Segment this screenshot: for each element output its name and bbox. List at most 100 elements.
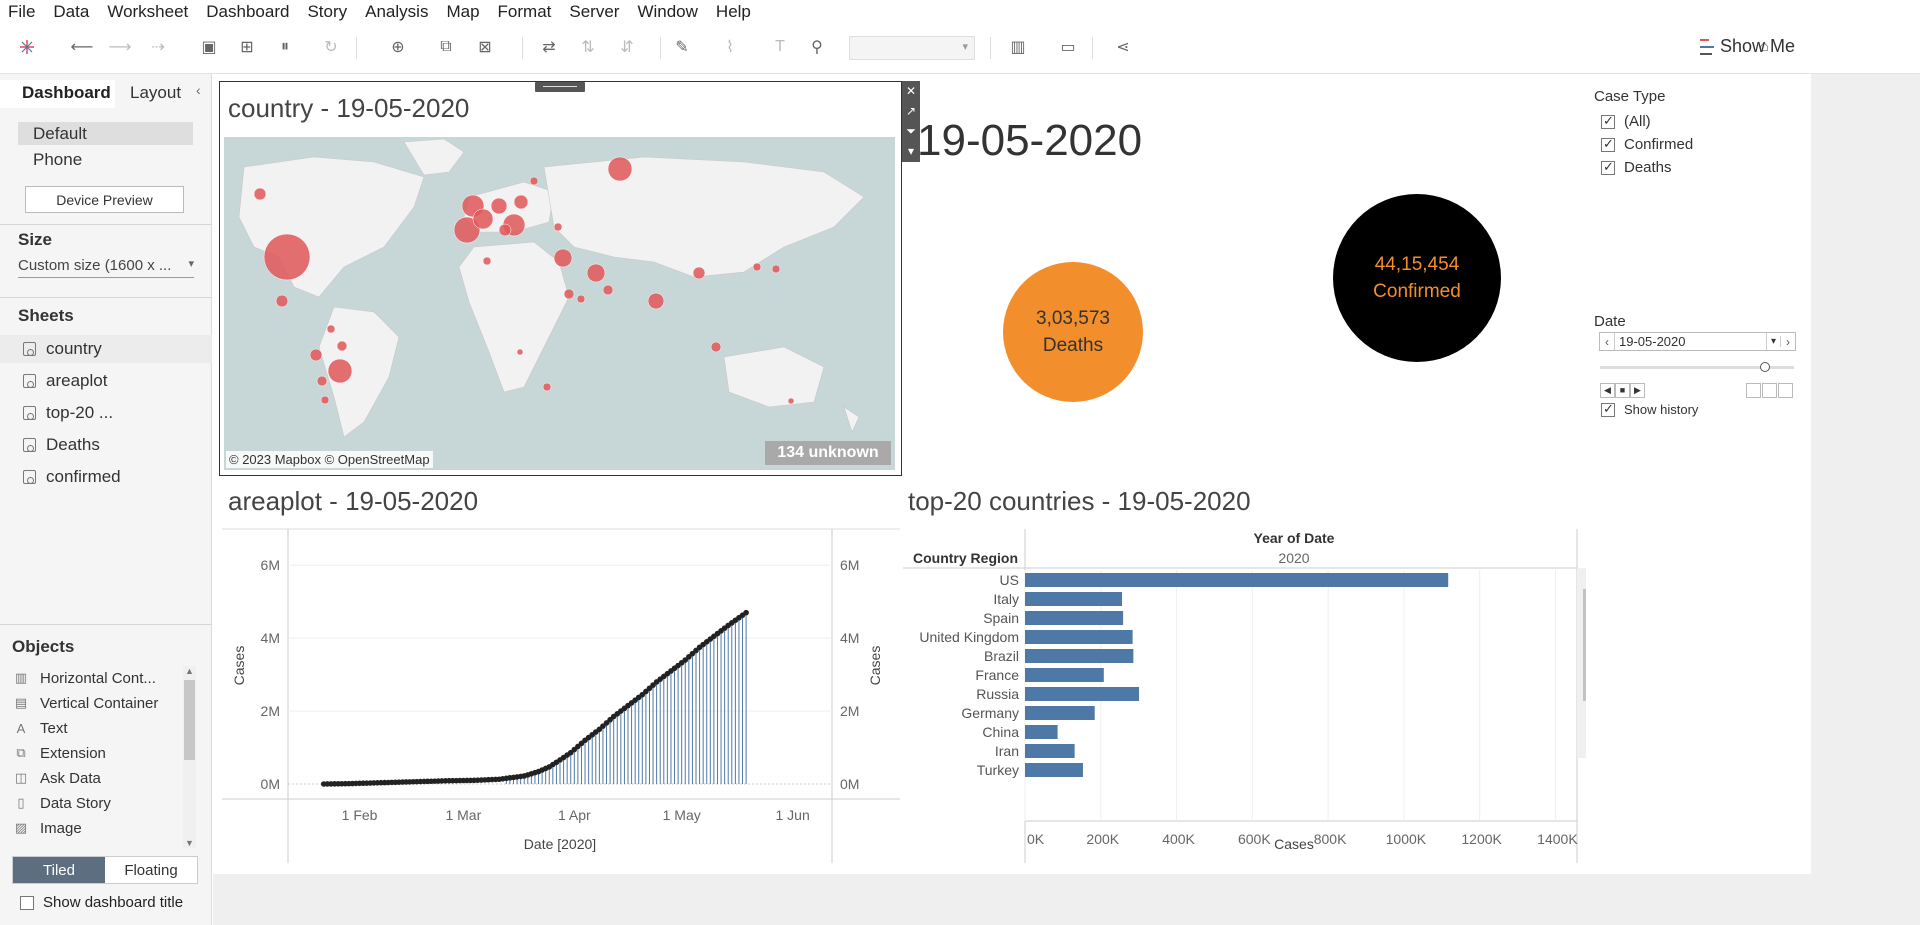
- menu-item-format[interactable]: Format: [497, 1, 552, 21]
- menu-item-worksheet[interactable]: Worksheet: [107, 1, 189, 21]
- device-phone[interactable]: Phone: [33, 150, 83, 169]
- sheet-item-areaplot[interactable]: areaplot: [0, 367, 212, 395]
- object-image[interactable]: ▨ Image: [14, 817, 82, 839]
- sheets-heading: Sheets: [18, 306, 74, 325]
- pause-icon[interactable]: ■: [1615, 383, 1630, 398]
- floating-button[interactable]: Floating: [105, 857, 197, 883]
- duplicate-icon[interactable]: ⧉: [440, 38, 452, 55]
- case-type-filter-title: Case Type: [1594, 88, 1666, 105]
- clear-sheet-icon[interactable]: ⊠: [478, 39, 492, 56]
- tiled-button[interactable]: Tiled: [13, 857, 105, 883]
- collapse-pane-icon[interactable]: ‹: [196, 82, 201, 98]
- menu-item-window[interactable]: Window: [637, 1, 698, 21]
- show-cards-icon[interactable]: ▥: [1010, 39, 1026, 56]
- menu-item-map[interactable]: Map: [446, 1, 480, 21]
- sheet-item-deaths[interactable]: Deaths: [0, 431, 212, 459]
- swap-icon[interactable]: ⇄: [542, 39, 556, 56]
- go-to-sheet-icon[interactable]: ↗: [905, 104, 917, 118]
- africa-shape: [458, 241, 570, 393]
- category-label: Spain: [983, 610, 1019, 626]
- show-dashboard-title-checkbox[interactable]: Show dashboard title: [20, 894, 183, 911]
- show-labels-icon[interactable]: T: [775, 38, 785, 55]
- case-type-deaths-checkbox[interactable]: Deaths: [1601, 159, 1672, 176]
- undo-icon[interactable]: ⟵: [70, 39, 94, 56]
- scroll-down-icon[interactable]: ▼: [185, 838, 194, 848]
- data-point: [650, 682, 656, 688]
- sheet-label: areaplot: [46, 371, 108, 390]
- date-prev-icon[interactable]: ‹: [1605, 334, 1609, 349]
- world-map[interactable]: [224, 137, 895, 470]
- unknown-locations-badge[interactable]: 134 unknown: [765, 441, 891, 465]
- format-painter-icon[interactable]: ⌂: [1759, 38, 1769, 55]
- speed-fast-icon[interactable]: [1778, 383, 1793, 398]
- date-slider-knob[interactable]: [1760, 362, 1770, 372]
- presentation-mode-icon[interactable]: ▭: [1060, 39, 1076, 56]
- device-default[interactable]: Default: [18, 122, 193, 145]
- step-forward-icon[interactable]: ▶: [1630, 383, 1645, 398]
- sheet-item-top20[interactable]: top-20 ...: [0, 399, 212, 427]
- object-vertical-container[interactable]: ▤ Vertical Container: [14, 692, 159, 714]
- pin-icon[interactable]: ⚲: [811, 39, 823, 56]
- scroll-thumb[interactable]: [184, 680, 195, 760]
- show-me-label: Show Me: [1719, 36, 1795, 56]
- menu-item-help[interactable]: Help: [715, 1, 751, 21]
- remove-zone-icon[interactable]: ✕: [905, 84, 917, 98]
- sheet-item-country[interactable]: country: [0, 335, 212, 363]
- zone-move-handle[interactable]: [535, 82, 585, 92]
- date-next-icon[interactable]: ›: [1786, 334, 1790, 349]
- new-datasource-icon[interactable]: ⊞: [240, 39, 254, 56]
- objects-scrollbar[interactable]: ▲ ▼: [183, 666, 196, 848]
- case-type-confirmed-checkbox[interactable]: Confirmed: [1601, 136, 1693, 153]
- object-text[interactable]: A Text: [14, 717, 68, 739]
- menu-item-story[interactable]: Story: [307, 1, 348, 21]
- size-select[interactable]: Custom size (1600 x ...: [18, 257, 194, 278]
- menu-item-analysis[interactable]: Analysis: [365, 1, 429, 21]
- show-history-checkbox[interactable]: Show history: [1601, 401, 1698, 417]
- speed-slow-icon[interactable]: [1746, 383, 1761, 398]
- redo-icon[interactable]: ⟶: [108, 39, 132, 56]
- sort-ascending-icon[interactable]: ⇅: [581, 39, 595, 56]
- data-point: [646, 685, 653, 692]
- share-icon[interactable]: ⋖: [1116, 39, 1130, 56]
- object-data-story[interactable]: ▯ Data Story: [14, 792, 110, 814]
- pause-updates-icon[interactable]: ⏸: [280, 38, 289, 55]
- object-horizontal-container[interactable]: ▥ Horizontal Cont...: [14, 667, 156, 689]
- refresh-icon[interactable]: ↻: [324, 39, 338, 56]
- menu-item-data[interactable]: Data: [53, 1, 90, 21]
- object-ask-data[interactable]: ◫ Ask Data: [14, 767, 101, 789]
- speed-medium-icon[interactable]: [1762, 383, 1777, 398]
- new-worksheet-icon[interactable]: ⊕: [391, 39, 405, 56]
- deaths-bubble[interactable]: 3,03,573 Deaths: [1003, 262, 1143, 402]
- tableau-logo-icon[interactable]: [14, 34, 40, 60]
- top20-bar-chart[interactable]: Year of Date 2020 Country Region 0K 200K 400K…: [903, 527, 1586, 863]
- sort-descending-icon[interactable]: ⇵: [620, 39, 634, 56]
- more-options-icon[interactable]: ▾: [907, 144, 915, 158]
- deaths-label: Deaths: [1042, 335, 1104, 356]
- date-dropdown-icon[interactable]: ▾: [1767, 336, 1781, 347]
- case-type-all-checkbox[interactable]: (All): [1601, 113, 1651, 130]
- replay-icon[interactable]: ⇢: [151, 39, 165, 56]
- highlight-icon[interactable]: ✎: [675, 39, 689, 56]
- date-slider[interactable]: [1600, 362, 1794, 372]
- tiled-floating-toggle: Tiled Floating: [12, 856, 198, 884]
- menu-item-dashboard[interactable]: Dashboard: [206, 1, 290, 21]
- menu-item-file[interactable]: File: [8, 1, 36, 21]
- object-extension[interactable]: ⧉ Extension: [14, 742, 106, 764]
- tab-layout[interactable]: Layout: [130, 83, 182, 102]
- column-header: Year of Date: [1254, 530, 1335, 546]
- confirmed-bubble[interactable]: 44,15,454 Confirmed: [1333, 194, 1501, 362]
- sheet-item-confirmed[interactable]: confirmed: [0, 463, 212, 491]
- areaplot-chart[interactable]: 0M 0M 2M 2M 4M 4M 6M 6M 1 Feb 1 Mar 1 Apr 1 May 1 Ju…: [222, 527, 900, 863]
- device-preview-button[interactable]: Device Preview: [25, 186, 184, 213]
- menu-item-server[interactable]: Server: [569, 1, 620, 21]
- show-me-button[interactable]: Show Me: [1699, 36, 1795, 57]
- use-as-filter-icon[interactable]: ⏷: [906, 124, 916, 138]
- date-value[interactable]: 19-05-2020: [1614, 333, 1767, 350]
- group-icon[interactable]: ⌇: [726, 39, 734, 56]
- map-zone[interactable]: [219, 81, 902, 476]
- tab-dashboard[interactable]: Dashboard: [0, 80, 115, 108]
- save-icon[interactable]: ▣: [201, 39, 217, 56]
- fit-select[interactable]: [849, 36, 975, 60]
- step-back-icon[interactable]: ◀: [1600, 383, 1615, 398]
- scroll-up-icon[interactable]: ▲: [185, 666, 194, 676]
